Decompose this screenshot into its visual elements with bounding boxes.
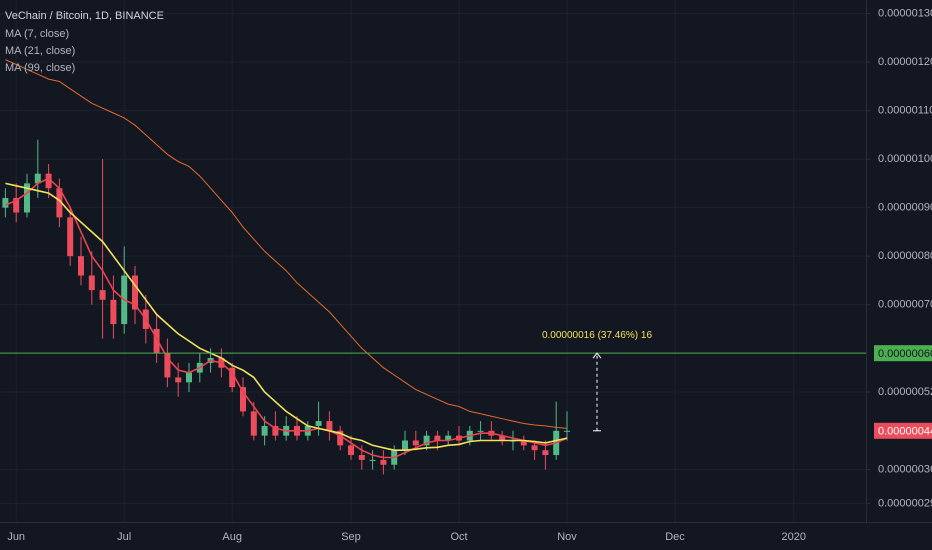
x-tick-label: 2020 — [782, 531, 806, 543]
candle-body — [337, 430, 344, 446]
candle-body — [56, 188, 63, 218]
candle-body — [402, 440, 408, 451]
candle-body — [78, 256, 84, 276]
chart-title: VeChain / Bitcoin, 1D, BINANCE — [5, 10, 164, 22]
x-tick-label: Jun — [7, 531, 25, 543]
x-tick-label: Dec — [665, 531, 685, 543]
candle-body — [34, 173, 41, 184]
y-tick-label: 0.00000120 — [878, 56, 932, 68]
candle-body — [186, 372, 192, 383]
y-tick-label: 0.00000052 — [878, 386, 932, 398]
candle-body — [153, 328, 160, 354]
grid — [0, 0, 866, 522]
candle-body — [380, 459, 387, 465]
y-tick-label: 0.00000070 — [878, 299, 932, 311]
y-tick-label: 0.00000100 — [878, 153, 932, 165]
candle-body — [99, 290, 106, 300]
measure-label: 0.00000016 (37.46%) 16 — [542, 330, 653, 341]
candle-body — [240, 387, 246, 412]
candle-body — [445, 435, 452, 441]
x-tick-label: Aug — [222, 531, 242, 543]
candle-body — [564, 430, 570, 432]
candle-body — [542, 450, 549, 456]
candle-body — [326, 421, 333, 431]
candle-body — [164, 353, 171, 378]
candle-body — [110, 299, 117, 325]
price-label: 0.00000044 — [878, 426, 932, 438]
axes: 0.00000130 0.00000120 0.00000110 0.00000100… — [7, 7, 932, 543]
x-tick-label: Sep — [341, 531, 361, 543]
x-tick-label: Jul — [117, 531, 131, 543]
candle-body — [477, 430, 484, 432]
y-tick-label: 0.00000090 — [878, 202, 932, 214]
y-tick-label: 0.00000029 — [878, 497, 932, 509]
legend-entry: MA (7, close) — [5, 28, 69, 40]
candle-body — [358, 455, 365, 460]
x-tick-label: Nov — [557, 531, 577, 543]
candle-body — [423, 435, 430, 446]
candle-body — [499, 435, 506, 441]
y-tick-label: 0.00000110 — [878, 105, 932, 117]
candle-body — [229, 367, 236, 388]
candle-body — [531, 445, 538, 451]
price-box — [874, 422, 932, 439]
ma-line — [5, 177, 568, 459]
candle-body — [175, 377, 182, 383]
legend-entry: MA (21, close) — [5, 45, 75, 57]
candle-body — [2, 197, 9, 208]
candle-body — [315, 421, 322, 426]
candle-body — [261, 425, 268, 436]
candle-body — [45, 173, 52, 189]
candle-body — [13, 197, 20, 213]
candle-body — [132, 275, 138, 310]
price-box — [874, 345, 932, 362]
candle-body — [24, 183, 30, 213]
candle-body — [272, 425, 279, 436]
y-tick-label: 0.00000036 — [878, 464, 932, 476]
candle-body — [348, 445, 354, 456]
hline-label: 0.00000060 — [878, 348, 932, 360]
candle-body — [369, 459, 376, 461]
plot: 0.00000016 (37.46%) 16 — [0, 59, 866, 475]
y-tick-label: 0.00000130 — [878, 7, 932, 19]
candle-body — [520, 440, 527, 446]
candle-body — [67, 217, 74, 257]
candle-body — [88, 275, 95, 291]
measure-arrow — [592, 352, 602, 359]
ma-line — [5, 59, 568, 429]
ma-line — [5, 182, 568, 451]
x-tick-label: Oct — [450, 531, 467, 543]
candle-body — [434, 435, 441, 441]
candle-body — [250, 411, 257, 436]
y-tick-label: 0.00000080 — [878, 250, 932, 262]
legend-entry: MA (99, close) — [5, 62, 75, 74]
candle-body — [412, 440, 419, 446]
